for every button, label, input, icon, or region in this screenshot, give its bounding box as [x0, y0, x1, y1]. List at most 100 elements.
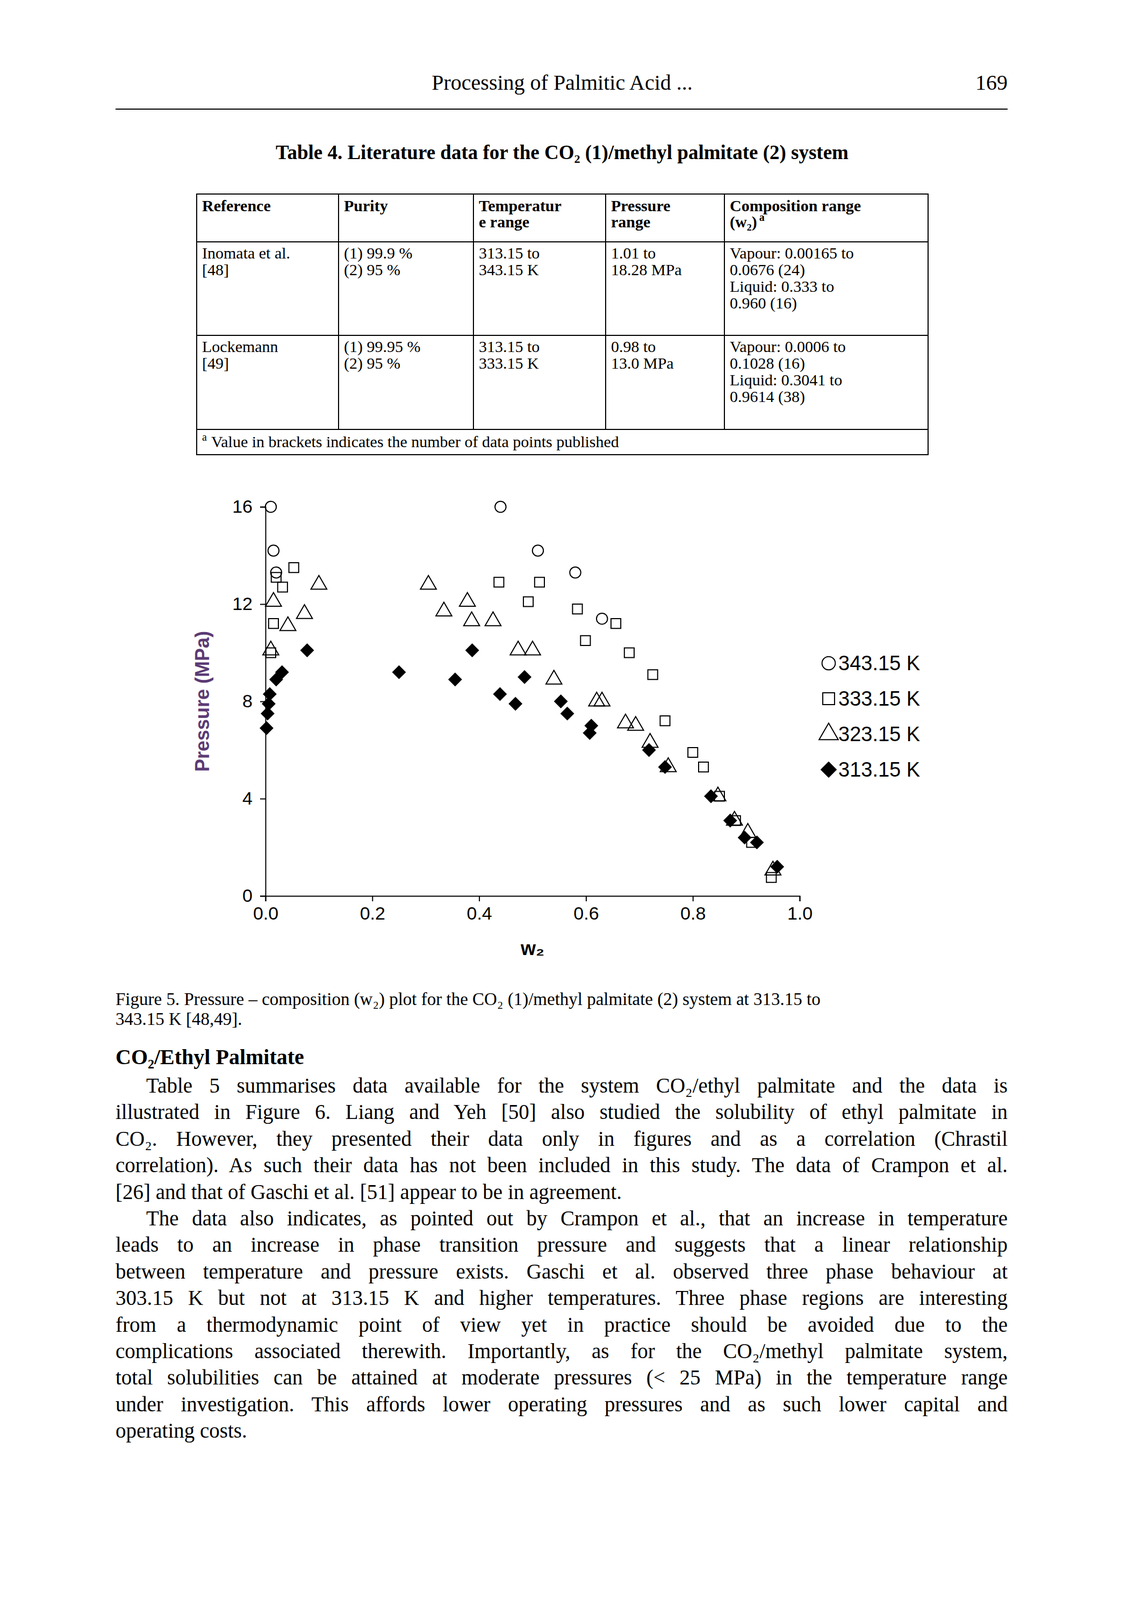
note-mark: a: [202, 430, 207, 443]
point: [420, 575, 437, 590]
legend-label: 333.15 K: [838, 687, 921, 710]
table-cell: Inomata et al.: [202, 243, 291, 262]
table-header: (w₂)a: [729, 211, 765, 232]
table-header-text: e range: [478, 212, 530, 231]
point: [580, 635, 591, 646]
paragraph: Table 5 summarises data available for th…: [115, 1072, 1008, 1205]
point: [611, 618, 621, 629]
x-tick-label: 1.0: [787, 902, 813, 924]
text-line: illustrated in Figure 6. Liang and Yeh […: [115, 1098, 1008, 1125]
y-axis: 0481216: [232, 496, 266, 906]
table-cell: 313.15 to: [478, 243, 540, 262]
paragraph: The data also indicates, as pointed out …: [115, 1204, 1008, 1444]
x-tick: 0.8: [680, 895, 706, 924]
points: [260, 501, 783, 883]
table-cell: 18.28 MPa: [611, 260, 682, 279]
point: [596, 613, 608, 624]
point: [545, 670, 563, 685]
table-caption: Table 4. Literature data for the CO₂ (1)…: [275, 141, 849, 164]
legend-label: 313.15 K: [838, 758, 921, 781]
table-cell: 343.15 K: [478, 260, 540, 279]
note-mark: a: [759, 211, 765, 224]
legend-marker: [822, 656, 836, 671]
section-heading: CO₂/Ethyl Palmitate: [115, 1044, 305, 1069]
x-tick-label: 0.0: [253, 902, 279, 924]
point: [493, 577, 504, 587]
series: [266, 562, 777, 883]
table-header-text: Temperatur: [478, 196, 562, 215]
y-tick-label: 12: [232, 593, 253, 614]
point: [750, 836, 764, 849]
point: [766, 872, 776, 883]
table-header-text: range: [611, 212, 651, 231]
table-header-text: Composition range: [729, 196, 861, 215]
table-header: Composition range: [729, 196, 861, 215]
point: [277, 581, 288, 592]
text-line: 303.15 K but not at 313.15 K and higher …: [115, 1284, 1008, 1311]
point: [554, 695, 567, 708]
table-cell: Lockemann: [202, 337, 279, 356]
running-title: Processing of Palmitic Acid ...: [431, 70, 693, 95]
point: [260, 721, 273, 735]
point: [300, 643, 314, 657]
point: [588, 692, 605, 707]
point: [296, 604, 313, 619]
point: [642, 743, 656, 757]
table-header-text: (w₂): [729, 212, 758, 232]
point: [585, 719, 598, 732]
point: [265, 592, 282, 607]
y-tick-mark: [260, 506, 266, 508]
point: [493, 687, 507, 701]
point: [509, 641, 527, 656]
legend: 343.15 K333.15 K323.15 K313.15 K: [818, 651, 921, 781]
table-cell: 0.9614 (38): [729, 387, 806, 406]
point: [263, 687, 276, 701]
y-tick-label: 4: [242, 787, 253, 809]
y-tick: 0: [242, 885, 266, 906]
point: [771, 860, 784, 873]
table-cell: 0.1028 (16): [729, 354, 806, 373]
point: [561, 707, 574, 720]
point: [659, 715, 670, 726]
series: [262, 575, 781, 875]
table-cell: Vapour: 0.00165 to: [729, 243, 854, 262]
point: [572, 604, 582, 614]
y-tick: 12: [232, 593, 266, 614]
table-header: e range: [478, 212, 530, 231]
text-line: Table 5 summarises data available for th…: [115, 1072, 1008, 1099]
y-tick-label: 8: [242, 690, 253, 711]
table-cell: [49]: [202, 354, 229, 372]
table-cell: 0.960 (16): [729, 293, 797, 313]
x-tick: 0.0: [253, 895, 279, 924]
table-col-rule: [338, 193, 340, 430]
y-tick-mark: [260, 604, 266, 606]
point: [435, 601, 452, 616]
table-cell: [48]: [202, 260, 229, 279]
point: [392, 665, 406, 679]
point: [723, 814, 737, 827]
text-line: The data also indicates, as pointed out …: [115, 1204, 1008, 1232]
table-header: Purity: [343, 196, 388, 215]
text-line: leads to an increase in phase transition…: [115, 1231, 1008, 1258]
point: [617, 714, 634, 729]
table-border: [196, 193, 929, 455]
point: [265, 501, 277, 513]
table-header: Temperatur: [478, 196, 562, 215]
legend-marker: [822, 692, 835, 705]
point: [518, 670, 531, 684]
table-header: Pressure: [611, 196, 671, 215]
point: [658, 760, 672, 774]
text-line: from a thermodynamic point of view yet i…: [115, 1311, 1008, 1338]
y-tick: 8: [242, 690, 266, 711]
point: [268, 618, 279, 629]
table-row-rule: [196, 334, 929, 336]
table-header-text: Reference: [202, 196, 271, 215]
point: [465, 643, 479, 657]
text-line: CO₂. However, they presented their data …: [115, 1125, 1008, 1152]
table-col-rule: [472, 193, 474, 430]
legend-label: 323.15 K: [838, 722, 921, 746]
x-axis: 0.00.20.40.60.81.0: [253, 895, 813, 924]
point: [509, 697, 522, 710]
x-tick-label: 0.6: [573, 902, 599, 924]
x-tick-mark: [478, 895, 480, 902]
